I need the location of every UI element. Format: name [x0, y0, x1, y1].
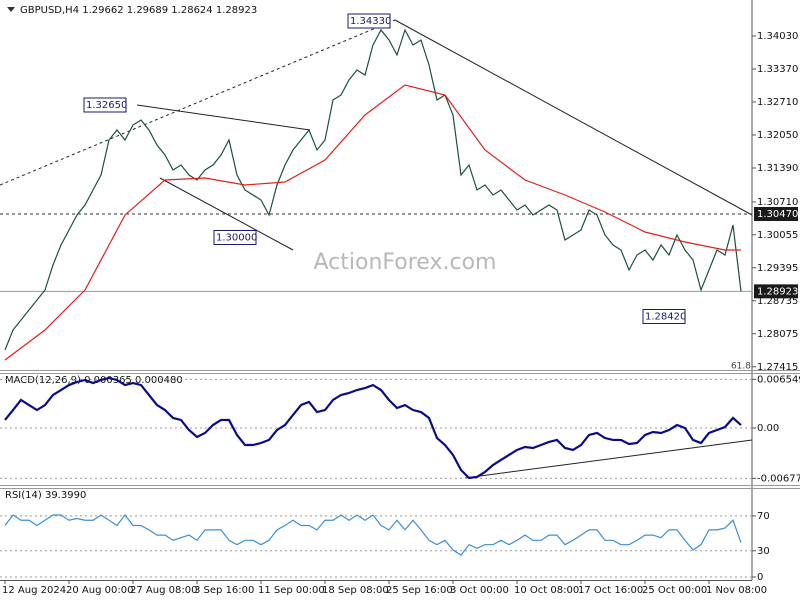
y-tick-label: 1.31390 — [757, 163, 798, 174]
annotation-label: 1.32650 — [86, 100, 127, 111]
x-tick-label: 12 Aug 2024 — [2, 585, 66, 596]
chart-title: GBPUSD,H4 1.29662 1.29689 1.28624 1.2892… — [20, 5, 257, 16]
x-tick-label: 10 Oct 08:00 — [514, 585, 579, 596]
x-tick-label: 25 Sep 16:00 — [386, 585, 453, 596]
series-line — [4, 84, 741, 361]
y-tick-label: -0.006778 — [757, 473, 800, 484]
rsi-title: RSI(14) 39.3990 — [5, 490, 86, 501]
annotation-box — [83, 97, 127, 113]
trend-line — [159, 177, 294, 251]
y-tick-label: 1.34030 — [757, 31, 798, 42]
y-tick-label: 1.28075 — [757, 329, 798, 340]
y-tick-label: 30 — [757, 546, 770, 557]
series-line — [4, 514, 742, 556]
series-line — [4, 376, 742, 480]
price-level-label: 1.28923 — [757, 286, 798, 297]
trend-line — [0, 19, 396, 186]
fib-label: 61.8 — [731, 362, 751, 372]
x-tick-label: 3 Oct 00:00 — [450, 585, 509, 596]
y-tick-label: 1.32050 — [757, 130, 798, 141]
watermark: ActionForex.com — [314, 250, 497, 275]
y-tick-label: 1.32710 — [757, 97, 798, 108]
annotation-box — [213, 230, 257, 245]
x-tick-label: 11 Sep 00:00 — [258, 585, 325, 596]
y-tick-label: 70 — [757, 511, 770, 522]
x-tick-label: 18 Sep 08:00 — [322, 585, 389, 596]
x-tick-label: 27 Aug 08:00 — [130, 585, 197, 596]
x-tick-label: 1 Nov 08:00 — [706, 585, 767, 596]
x-tick-label: 20 Aug 00:00 — [66, 585, 133, 596]
y-tick-label: 0.006549 — [757, 374, 800, 385]
series-line — [4, 28, 742, 351]
annotation-label: 1.30000 — [216, 233, 257, 244]
annotation-box — [642, 309, 686, 324]
symbol-icon — [7, 7, 15, 12]
price-level-box — [754, 284, 798, 299]
annotation-box — [347, 13, 391, 29]
x-tick-label: 25 Oct 00:00 — [642, 585, 707, 596]
y-tick-label: 1.29395 — [757, 263, 798, 274]
macd-title: MACD(12,26,9) 0.000365 0.000480 — [5, 375, 183, 386]
annotation-label: 1.34330 — [350, 16, 391, 27]
y-tick-label: 0.00 — [757, 423, 779, 434]
x-tick-label: 17 Oct 16:00 — [578, 585, 643, 596]
y-tick-label: 1.27415 — [757, 362, 798, 373]
y-tick-label: 1.33370 — [757, 64, 798, 75]
price-level-label: 1.30470 — [757, 209, 798, 220]
trend-line — [394, 19, 753, 216]
x-tick-label: 3 Sep 16:00 — [194, 585, 254, 596]
y-tick-label: 1.30055 — [757, 230, 798, 241]
y-tick-label: 1.28735 — [757, 296, 798, 307]
y-tick-label: 0 — [757, 572, 763, 583]
annotation-label: 1.28420 — [645, 312, 686, 323]
y-tick-label: 1.30710 — [757, 197, 798, 208]
trend-line — [136, 104, 311, 131]
price-level-box — [754, 207, 798, 221]
trend-line — [464, 439, 753, 479]
